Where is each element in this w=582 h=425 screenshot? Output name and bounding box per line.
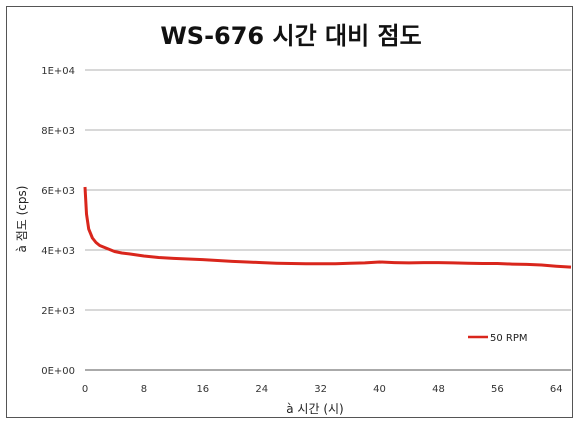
legend: 50 RPM (468, 333, 528, 344)
legend-label: 50 RPM (490, 333, 528, 344)
series-line (83, 186, 572, 269)
tick-labels: 0E+00 2E+03 4E+03 6E+03 8E+03 1E+04 0 8 16 24 32 40… (41, 66, 562, 395)
y-tick-label: 4E+03 (41, 246, 75, 257)
x-tick-label: 8 (141, 384, 147, 395)
chart-title: WS-676 시간 대비 점도 (160, 22, 422, 50)
y-tick-label: 0E+00 (41, 366, 75, 377)
grid-lines (85, 69, 571, 371)
chart-frame (6, 6, 573, 418)
y-tick-label: 1E+04 (41, 66, 75, 77)
x-tick-label: 40 (373, 384, 386, 395)
x-tick-label: 48 (432, 384, 445, 395)
y-tick-label: 6E+03 (41, 186, 75, 197)
y-tick-label: 8E+03 (41, 126, 75, 137)
x-axis-label: à 시간 (시) (286, 402, 343, 416)
y-axis-label: à 점도 (cps) (15, 186, 29, 253)
x-tick-label: 16 (196, 384, 209, 395)
x-tick-label: 24 (255, 384, 268, 395)
y-tick-label: 2E+03 (41, 306, 75, 317)
x-tick-label: 56 (491, 384, 504, 395)
x-tick-label: 64 (550, 384, 563, 395)
x-tick-label: 32 (314, 384, 327, 395)
x-tick-label: 0 (82, 384, 88, 395)
series-lines (83, 186, 572, 269)
